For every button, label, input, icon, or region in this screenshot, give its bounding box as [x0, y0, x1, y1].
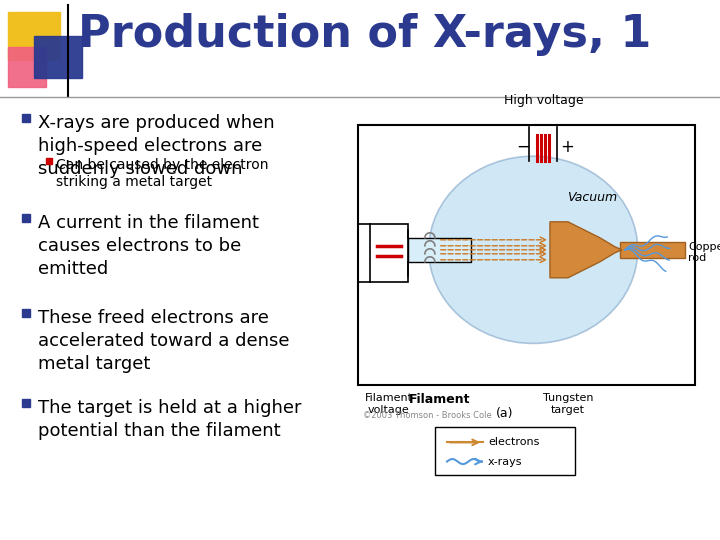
Bar: [34, 36, 82, 78]
Bar: [22, 214, 30, 222]
Text: Filament: Filament: [409, 393, 471, 406]
Bar: [370, 224, 408, 282]
Text: Filament
voltage: Filament voltage: [365, 393, 413, 415]
Bar: [358, 125, 695, 385]
Text: +: +: [560, 138, 575, 156]
Text: Copper
rod: Copper rod: [688, 242, 720, 264]
Text: A current in the filament
causes electrons to be
emitted: A current in the filament causes electro…: [38, 214, 259, 278]
Bar: [22, 114, 30, 122]
Text: Production of X-rays, 1: Production of X-rays, 1: [78, 14, 652, 57]
Ellipse shape: [429, 156, 638, 343]
Bar: [22, 399, 30, 407]
Polygon shape: [550, 222, 622, 278]
Text: Vacuum: Vacuum: [567, 191, 617, 204]
Bar: [408, 238, 471, 262]
Text: (a): (a): [496, 407, 514, 420]
Bar: [620, 242, 685, 258]
Text: Can be caused by the electron
striking a metal target: Can be caused by the electron striking a…: [56, 158, 269, 190]
Text: High voltage: High voltage: [503, 94, 583, 107]
Bar: [435, 427, 575, 475]
Text: electrons: electrons: [488, 437, 539, 447]
Text: −: −: [516, 138, 531, 156]
Text: ©2003 Thomson - Brooks Cole: ©2003 Thomson - Brooks Cole: [363, 411, 492, 420]
Text: X-rays are produced when
high-speed electrons are
suddenly slowed down: X-rays are produced when high-speed elec…: [38, 114, 274, 178]
Bar: [22, 309, 30, 317]
Text: x-rays: x-rays: [488, 456, 523, 467]
Bar: [8, 47, 46, 87]
Bar: [8, 12, 60, 60]
Text: The target is held at a higher
potential than the filament: The target is held at a higher potential…: [38, 399, 302, 440]
Bar: [46, 158, 52, 164]
Text: Tungsten
target: Tungsten target: [543, 393, 593, 415]
Text: These freed electrons are
accelerated toward a dense
metal target: These freed electrons are accelerated to…: [38, 309, 289, 373]
